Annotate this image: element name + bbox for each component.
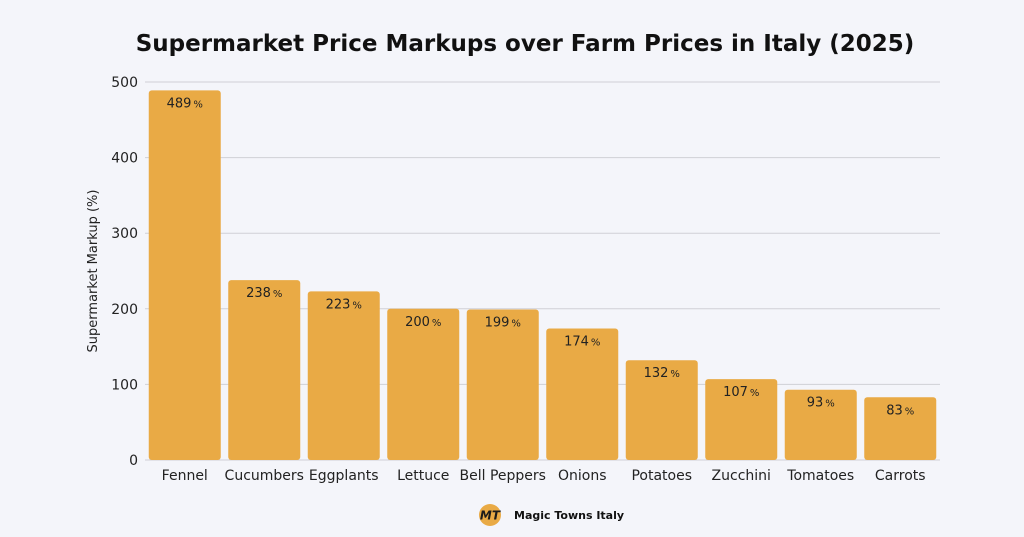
x-axis-categories: Fennel Cucumbers Eggplants Lettuce Bell Pepp… (162, 468, 926, 484)
x-tick-label: Eggplants (309, 468, 379, 484)
brand-name: Magic Towns Italy (514, 509, 624, 522)
x-tick-label: Bell Peppers (460, 468, 546, 484)
x-tick-label: Cucumbers (225, 468, 304, 484)
bar (387, 308, 460, 460)
data-label: 174% (564, 334, 600, 349)
x-tick-label: Zucchini (712, 468, 771, 484)
y-tick-label: 0 (129, 453, 138, 469)
x-tick-label: Potatoes (631, 468, 692, 484)
x-tick-label: Tomatoes (786, 468, 854, 484)
data-label: 489% (167, 96, 203, 111)
footer-brand: MT Magic Towns Italy (479, 504, 624, 526)
bar (625, 360, 698, 460)
data-label: 238% (246, 286, 282, 301)
bar (705, 379, 778, 460)
x-tick-label: Fennel (162, 468, 208, 484)
bar (228, 280, 301, 460)
chart-title: Supermarket Price Markups over Farm Pric… (136, 31, 915, 57)
y-tick-label: 500 (111, 75, 138, 91)
y-tick-label: 400 (111, 151, 138, 167)
data-label: 132% (644, 366, 680, 381)
bar (546, 328, 619, 460)
data-label: 199% (485, 316, 521, 331)
data-label: 200% (405, 315, 441, 330)
bar (864, 397, 937, 460)
bar (307, 291, 380, 460)
bars (148, 90, 937, 460)
brand-logo-icon (479, 504, 501, 526)
bar (466, 309, 539, 460)
data-label: 223% (326, 297, 362, 312)
data-label: 93% (807, 396, 835, 411)
bar (148, 90, 221, 460)
x-tick-label: Onions (558, 468, 607, 484)
data-labels: 489 % 238 % 223 % 200% 199 % 174 % 132 % 107 % 93% 83% (167, 96, 915, 418)
y-axis-ticks: 0 100 200 300 400 500 (111, 75, 138, 469)
bar (784, 389, 857, 460)
y-tick-label: 300 (111, 226, 138, 242)
y-tick-label: 200 (111, 302, 138, 318)
y-axis-title: Supermarket Markup (%) (86, 190, 101, 353)
data-label: 83% (886, 403, 914, 418)
brand-logo-text: MT (480, 509, 501, 523)
y-tick-label: 100 (111, 377, 138, 393)
data-label: 107% (723, 385, 759, 400)
x-tick-label: Carrots (875, 468, 926, 484)
x-tick-label: Lettuce (397, 468, 449, 484)
